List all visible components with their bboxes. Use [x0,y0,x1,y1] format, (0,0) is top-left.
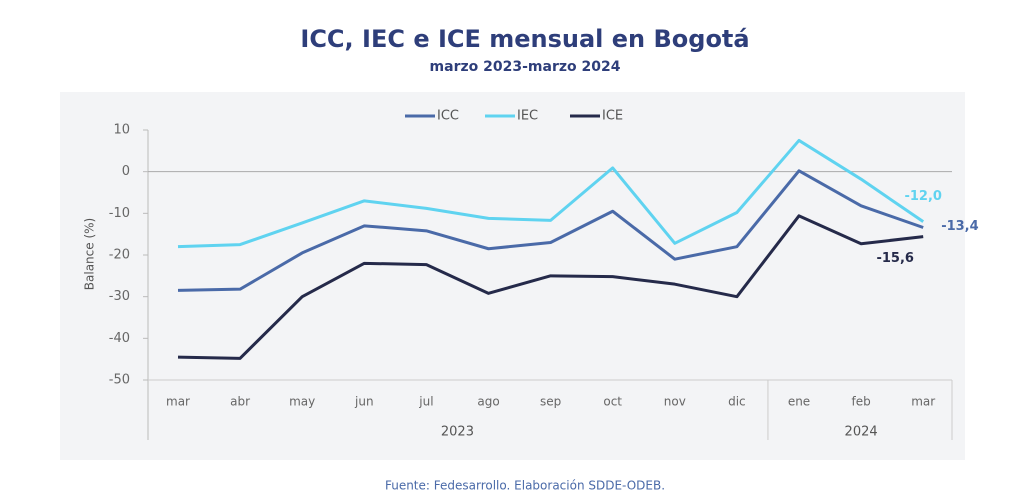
series-line [177,138,925,249]
y-tick-label: 0 [122,164,130,179]
x-tick-label: ene [788,395,810,409]
legend-label: ICE [602,109,623,124]
y-tick-label: -50 [109,373,130,388]
y-tick-label: -20 [109,248,130,263]
x-tick-label: may [289,395,315,409]
source-note: Fuente: Fedesarrollo. Elaboración SDDE-O… [385,479,665,493]
series-line [177,169,924,292]
data-label: -15,6 [876,251,913,266]
data-label: -13,4 [941,219,978,234]
group-label: 2023 [441,425,474,440]
x-tick-label: abr [230,395,250,409]
data-label: -12,0 [904,189,941,204]
y-tick-label: -10 [109,206,130,221]
chart-title: ICC, IEC e ICE mensual en Bogotá [300,25,749,53]
x-tick-label: ago [477,395,499,409]
legend-label: ICC [437,109,459,124]
y-axis-label: Balance (%) [83,218,97,290]
x-tick-label: mar [911,395,935,409]
y-tick-label: -30 [109,289,130,304]
x-tick-label: feb [851,395,870,409]
x-tick-label: jul [418,395,433,409]
x-tick-label: mar [166,395,190,409]
x-tick-label: oct [603,395,622,409]
y-tick-label: 10 [113,123,130,138]
x-tick-label: dic [728,395,746,409]
x-tick-label: jun [354,395,374,409]
series-line [177,214,924,360]
y-tick-label: -40 [109,331,130,346]
x-tick-label: sep [540,395,561,409]
x-tick-label: nov [664,395,686,409]
group-label: 2024 [845,425,878,440]
plot-background [60,92,965,460]
chart-subtitle: marzo 2023-marzo 2024 [430,59,621,75]
legend-label: IEC [517,109,538,124]
